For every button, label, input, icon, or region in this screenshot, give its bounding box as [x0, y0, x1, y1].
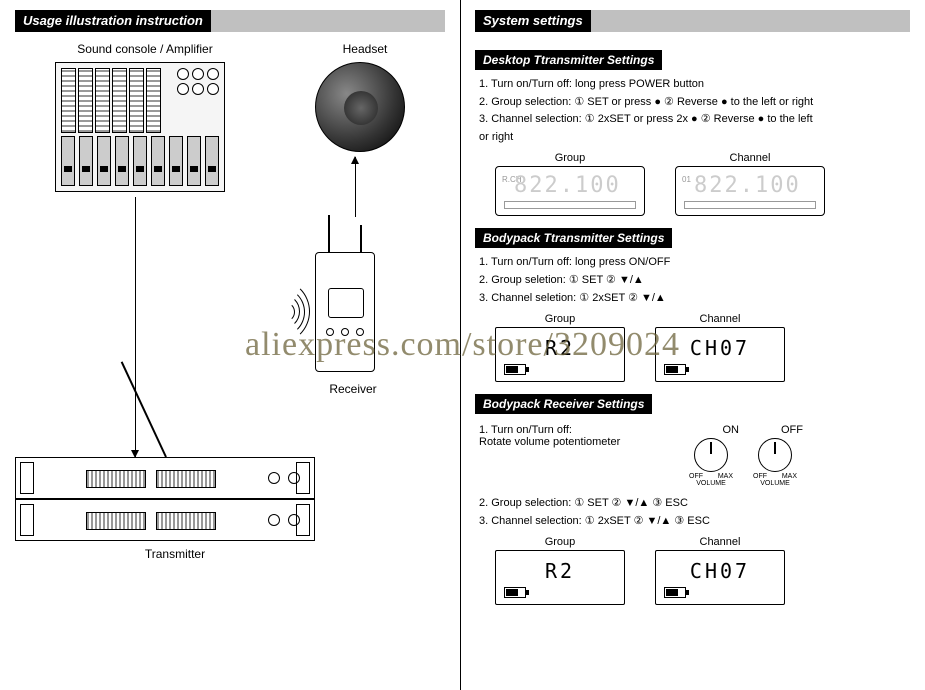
bodypack-tx-instructions: 1. Turn on/Turn off: long press ON/OFF 2…	[479, 254, 910, 307]
instruction-line: 2. Group selection: ① SET ② ▼/▲ ③ ESC	[479, 495, 910, 513]
right-header-title: System settings	[475, 10, 591, 32]
receiver-label: Receiver	[313, 382, 393, 396]
bodypack-tx-group-lcd-icon: R2	[495, 327, 625, 382]
lcd-caption: Group	[495, 152, 645, 164]
on-knob-wrap: ON OFFMAX VOLUME	[689, 424, 733, 487]
left-page: Usage illustration instruction Sound con…	[0, 0, 460, 690]
off-label: OFF	[753, 424, 803, 436]
bodypack-rx-instructions: 2. Group selection: ① SET ② ▼/▲ ③ ESC 3.…	[479, 495, 910, 530]
transmitter-rack-2-icon	[15, 499, 315, 541]
volume-knob-on-icon	[694, 438, 728, 472]
console-label: Sound console / Amplifier	[55, 42, 235, 56]
transmitter-antenna-icon	[121, 361, 167, 457]
battery-icon	[664, 364, 686, 375]
receiver-icon	[315, 252, 375, 372]
battery-icon	[664, 587, 686, 598]
right-page: System settings Desktop Ttransmitter Set…	[460, 0, 925, 690]
lcd-value: R2	[545, 559, 575, 583]
instruction-line: 3. Channel selection: ① 2xSET or press 2…	[479, 111, 910, 129]
instruction-line: or right	[479, 129, 910, 147]
on-label: ON	[689, 424, 739, 436]
sound-console-icon	[55, 62, 225, 192]
bodypack-tx-lcd-pair: Group R2 Channel CH07	[495, 313, 910, 382]
instruction-line: 1. Turn on/Turn off: long press ON/OFF	[479, 254, 910, 272]
left-section-header: Usage illustration instruction	[15, 10, 445, 32]
lcd-value: CH07	[690, 559, 750, 583]
tick: MAX	[782, 473, 797, 480]
desktop-tx-lcd-pair: Group R.CH 822.100 Channel 01 822.100	[495, 152, 910, 216]
lcd-value: CH07	[690, 336, 750, 360]
battery-icon	[504, 364, 526, 375]
bodypack-rx-group-lcd-icon: R2	[495, 550, 625, 605]
arrow-console-to-transmitter	[135, 197, 136, 457]
lcd-value: R2	[545, 336, 575, 360]
instruction-line: 2. Group seletion: ① SET ② ▼/▲	[479, 272, 910, 290]
lcd-caption: Channel	[675, 152, 825, 164]
tick: OFF	[753, 473, 767, 480]
headset-label: Headset	[325, 42, 405, 56]
volume-knob-off-icon	[758, 438, 792, 472]
lcd-caption: Channel	[655, 313, 785, 325]
left-header-title: Usage illustration instruction	[15, 10, 211, 32]
lcd-digits: 822.100	[514, 173, 621, 198]
lcd-caption: Group	[495, 313, 625, 325]
lcd-caption: Channel	[655, 536, 785, 548]
tick: OFF	[689, 473, 703, 480]
instruction-line: 3. Channel selection: ① 2xSET ② ▼/▲ ③ ES…	[479, 513, 910, 531]
usage-illustration: Sound console / Amplifier Headset Receiv…	[15, 42, 445, 572]
instruction-line: 1. Turn on/Turn off: long press POWER bu…	[479, 76, 910, 94]
tick: VOLUME	[689, 480, 733, 487]
desktop-tx-title: Desktop Ttransmitter Settings	[475, 50, 662, 70]
bodypack-rx-title: Bodypack Receiver Settings	[475, 394, 652, 414]
bodypack-rx-channel-lcd-icon: CH07	[655, 550, 785, 605]
instruction-line: 3. Channel seletion: ① 2xSET ② ▼/▲	[479, 290, 910, 308]
desktop-group-lcd-icon: R.CH 822.100	[495, 166, 645, 216]
headset-icon	[315, 62, 405, 152]
lcd-small-text: 01	[682, 175, 691, 185]
off-knob-wrap: OFF OFFMAX VOLUME	[753, 424, 797, 487]
lcd-digits: 822.100	[694, 173, 801, 198]
desktop-channel-lcd-icon: 01 822.100	[675, 166, 825, 216]
instruction-line: 1. Turn on/Turn off:	[479, 424, 669, 436]
bodypack-rx-power-row: 1. Turn on/Turn off: Rotate volume poten…	[479, 424, 910, 487]
right-section-header: System settings	[475, 10, 910, 32]
instruction-line: 2. Group selection: ① SET or press ● ② R…	[479, 94, 910, 112]
bodypack-rx-lcd-pair: Group R2 Channel CH07	[495, 536, 910, 605]
tick: MAX	[718, 473, 733, 480]
transmitter-rack-1-icon	[15, 457, 315, 499]
bodypack-tx-channel-lcd-icon: CH07	[655, 327, 785, 382]
desktop-tx-instructions: 1. Turn on/Turn off: long press POWER bu…	[479, 76, 910, 146]
lcd-caption: Group	[495, 536, 625, 548]
transmitter-label: Transmitter	[125, 547, 225, 561]
battery-icon	[504, 587, 526, 598]
bodypack-tx-title: Bodypack Ttransmitter Settings	[475, 228, 672, 248]
arrow-receiver-to-headset	[355, 157, 356, 217]
tick: VOLUME	[753, 480, 797, 487]
instruction-line: Rotate volume potentiometer	[479, 436, 669, 448]
